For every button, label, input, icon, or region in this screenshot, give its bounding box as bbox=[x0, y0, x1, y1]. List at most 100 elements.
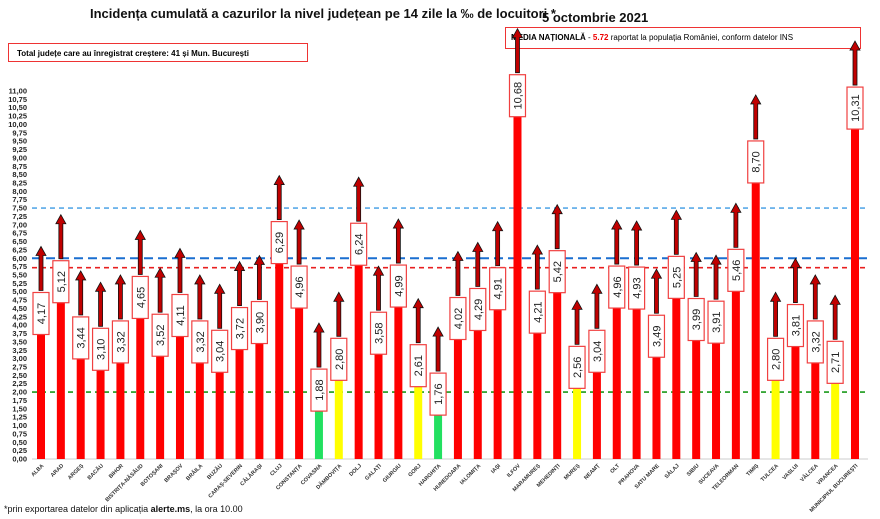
bar bbox=[116, 347, 125, 459]
data-label: 3,99 bbox=[691, 309, 703, 330]
bar bbox=[573, 373, 582, 459]
footnote-suffix: , la ora 10.00 bbox=[190, 504, 243, 514]
footnote-app: alerte.ms bbox=[150, 504, 191, 514]
increase-arrow-icon bbox=[789, 257, 802, 303]
y-tick-label: 5,25 bbox=[12, 279, 27, 288]
data-label: 3,10 bbox=[96, 339, 108, 360]
y-tick-label: 5,00 bbox=[12, 287, 27, 296]
data-label: 2,61 bbox=[413, 355, 425, 376]
x-tick-label: IALOMIȚA bbox=[459, 463, 482, 486]
x-tick-label: BRAȘOV bbox=[164, 463, 185, 484]
y-tick-label: 9,25 bbox=[12, 145, 27, 154]
data-label-box bbox=[508, 74, 527, 118]
chart-date: 5 octombrie 2021 bbox=[542, 10, 649, 25]
data-label-box bbox=[250, 300, 268, 345]
bar bbox=[473, 315, 482, 459]
bar bbox=[215, 357, 224, 459]
bar bbox=[811, 347, 820, 459]
data-label: 2,71 bbox=[830, 352, 842, 373]
data-label: 3,58 bbox=[374, 323, 386, 344]
increase-arrow-icon bbox=[630, 220, 643, 266]
increase-arrow-icon bbox=[690, 251, 702, 297]
data-label: 4,17 bbox=[36, 303, 48, 324]
x-tick-label: GIURGIU bbox=[382, 463, 403, 484]
x-tick-label: BIHOR bbox=[108, 463, 125, 480]
bar bbox=[453, 324, 462, 459]
increase-arrow-icon bbox=[114, 274, 127, 320]
increase-arrow-icon bbox=[154, 267, 166, 313]
separator: - bbox=[585, 33, 593, 42]
data-label-box bbox=[667, 255, 685, 299]
y-tick-label: 4,50 bbox=[12, 304, 27, 313]
bar bbox=[434, 400, 443, 459]
increase-arrow-icon bbox=[829, 294, 841, 340]
data-label: 10,31 bbox=[850, 94, 862, 122]
data-label: 2,56 bbox=[572, 357, 584, 378]
data-label: 6,29 bbox=[274, 232, 286, 253]
x-tick-label: GALAȚI bbox=[364, 463, 383, 482]
data-label-box bbox=[270, 220, 288, 265]
data-label-box bbox=[151, 313, 169, 357]
data-label: 2,80 bbox=[334, 349, 346, 370]
y-tick-label: 9,50 bbox=[12, 137, 27, 146]
x-tick-label: IAȘI bbox=[490, 463, 502, 475]
y-tick-label: 6,50 bbox=[12, 237, 27, 246]
x-tick-label: DOLJ bbox=[348, 463, 363, 478]
data-label-box bbox=[528, 290, 546, 334]
y-tick-label: 9,75 bbox=[12, 128, 27, 137]
increase-arrow-icon bbox=[55, 213, 67, 260]
x-tick-label: ARAD bbox=[50, 463, 65, 478]
increase-arrow-icon bbox=[253, 254, 266, 300]
y-tick-label: 9,00 bbox=[12, 153, 27, 162]
y-tick-label: 2,25 bbox=[12, 379, 27, 388]
bar bbox=[652, 342, 661, 459]
data-label-box bbox=[449, 296, 467, 341]
national-average-box: MEDIA NAȚIONALĂ - 5.72 raportat la popul… bbox=[505, 27, 861, 49]
bar bbox=[56, 287, 65, 459]
increase-arrow-icon bbox=[94, 281, 107, 327]
x-tick-label: CĂLĂRAȘI bbox=[239, 462, 264, 487]
data-label-box bbox=[211, 329, 229, 373]
data-label: 3,04 bbox=[215, 341, 227, 362]
y-tick-label: 6,75 bbox=[12, 229, 27, 238]
bar bbox=[354, 250, 363, 459]
x-tick-label: NEAMȚ bbox=[583, 463, 602, 482]
y-tick-label: 5,50 bbox=[12, 271, 27, 280]
data-label-box bbox=[588, 329, 606, 373]
increase-arrow-icon bbox=[412, 297, 424, 344]
bar bbox=[533, 318, 542, 459]
y-tick-label: 6,00 bbox=[12, 254, 27, 263]
bar bbox=[414, 371, 423, 459]
data-label: 4,02 bbox=[453, 308, 465, 329]
increase-arrow-icon bbox=[769, 291, 782, 337]
bar bbox=[295, 293, 304, 459]
bar bbox=[76, 343, 85, 459]
y-tick-label: 0,75 bbox=[12, 429, 27, 438]
chart-title: Incidența cumulată a cazurilor la nivel … bbox=[90, 6, 556, 21]
increase-arrow-icon bbox=[472, 241, 484, 287]
data-label: 4,91 bbox=[493, 278, 505, 299]
x-tick-label: BUZĂU bbox=[206, 462, 225, 481]
y-tick-label: 3,25 bbox=[12, 346, 27, 355]
data-label-box bbox=[111, 320, 130, 364]
data-label-box bbox=[647, 314, 666, 358]
y-tick-label: 1,75 bbox=[12, 396, 27, 405]
increase-arrow-icon bbox=[591, 283, 603, 329]
bar bbox=[334, 365, 343, 459]
data-label-box bbox=[52, 260, 70, 304]
y-tick-label: 0,50 bbox=[12, 438, 27, 447]
increase-arrow-icon bbox=[313, 322, 325, 368]
y-tick-label: 4,00 bbox=[12, 321, 27, 330]
x-tick-label: GORJ bbox=[407, 463, 422, 478]
increase-arrow-icon bbox=[611, 219, 623, 265]
bar bbox=[136, 303, 145, 459]
bar bbox=[692, 325, 701, 459]
data-label-box bbox=[687, 297, 705, 342]
data-label-box bbox=[747, 140, 765, 184]
data-label-box bbox=[91, 327, 110, 371]
data-label: 4,96 bbox=[294, 276, 306, 297]
y-tick-label: 0,00 bbox=[12, 455, 27, 464]
increase-arrow-icon bbox=[730, 202, 742, 248]
bar bbox=[771, 365, 780, 459]
y-tick-label: 7,00 bbox=[12, 220, 27, 229]
